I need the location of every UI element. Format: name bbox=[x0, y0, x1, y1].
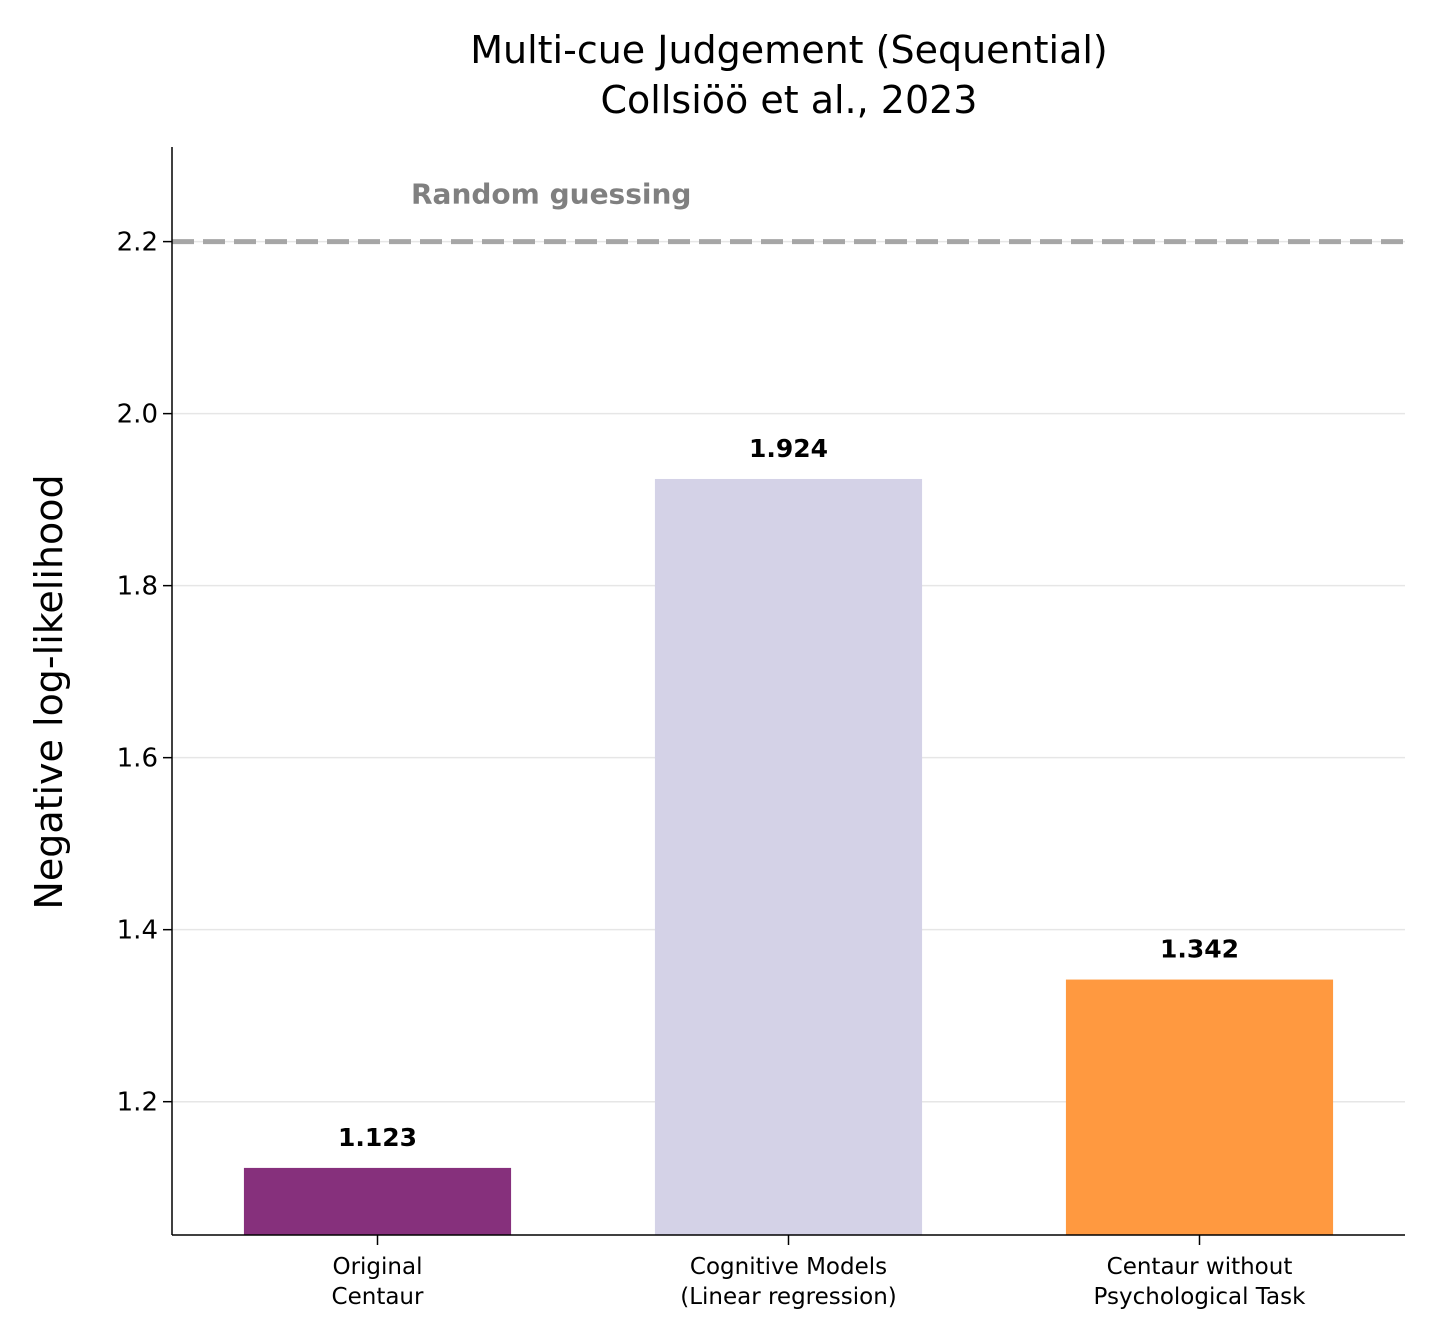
x-tick-label: Centaur without bbox=[1107, 1254, 1293, 1280]
y-tick-label: 2.0 bbox=[117, 400, 158, 430]
x-tick-label: (Linear regression) bbox=[680, 1284, 897, 1310]
bar-value-label: 1.123 bbox=[338, 1123, 417, 1152]
y-tick-label: 1.4 bbox=[117, 916, 158, 946]
bar bbox=[243, 1167, 512, 1235]
bar-value-label: 1.924 bbox=[749, 434, 828, 463]
y-tick-label: 1.2 bbox=[117, 1088, 158, 1118]
labels-layer: 1.2 1.4 1.6 1.8 2.0 2.2 1.123 Original Centaur 1.… bbox=[117, 228, 1306, 1310]
reference-layer: Random guessing bbox=[172, 178, 1405, 245]
x-tick-label: Psychological Task bbox=[1094, 1284, 1307, 1310]
bar bbox=[654, 478, 923, 1236]
axes-layer bbox=[163, 147, 1405, 1245]
bar bbox=[1065, 979, 1334, 1235]
y-tick-label: 1.8 bbox=[117, 572, 158, 602]
bars-layer bbox=[243, 478, 1334, 1236]
y-tick-label: 1.6 bbox=[117, 744, 158, 774]
bar-value-label: 1.342 bbox=[1160, 935, 1239, 964]
chart-title-line-2: Collsiöö et al., 2023 bbox=[601, 78, 978, 122]
reference-line-label: Random guessing bbox=[411, 178, 691, 211]
x-tick-label: Original bbox=[332, 1254, 422, 1280]
chart-title-line-1: Multi-cue Judgement (Sequential) bbox=[470, 28, 1108, 72]
x-tick-label: Cognitive Models bbox=[690, 1254, 887, 1280]
y-axis-label: Negative log-likelihood bbox=[27, 474, 71, 909]
x-tick-label: Centaur bbox=[332, 1284, 424, 1310]
y-tick-label: 2.2 bbox=[117, 228, 158, 258]
